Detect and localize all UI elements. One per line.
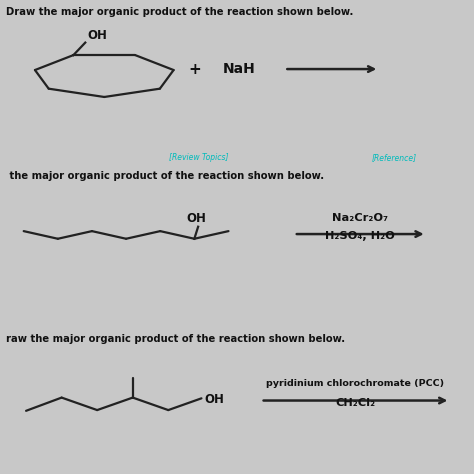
Text: the major organic product of the reaction shown below.: the major organic product of the reactio… [6,171,324,181]
Text: [Review Topics]: [Review Topics] [169,153,229,162]
Text: raw the major organic product of the reaction shown below.: raw the major organic product of the rea… [6,335,345,345]
Text: OH: OH [205,393,225,406]
Text: Draw the major organic product of the reaction shown below.: Draw the major organic product of the re… [6,8,353,18]
Text: +: + [188,62,201,77]
Text: NaH: NaH [223,62,256,76]
Text: Na₂Cr₂O₇: Na₂Cr₂O₇ [332,213,388,223]
Text: [Reference]: [Reference] [372,153,417,162]
Text: CH₂Cl₂: CH₂Cl₂ [336,398,375,408]
Text: OH: OH [88,29,108,42]
Text: pyridinium chlorochromate (PCC): pyridinium chlorochromate (PCC) [266,379,445,388]
Text: OH: OH [186,212,206,225]
Text: H₂SO₄, H₂O: H₂SO₄, H₂O [325,231,395,241]
